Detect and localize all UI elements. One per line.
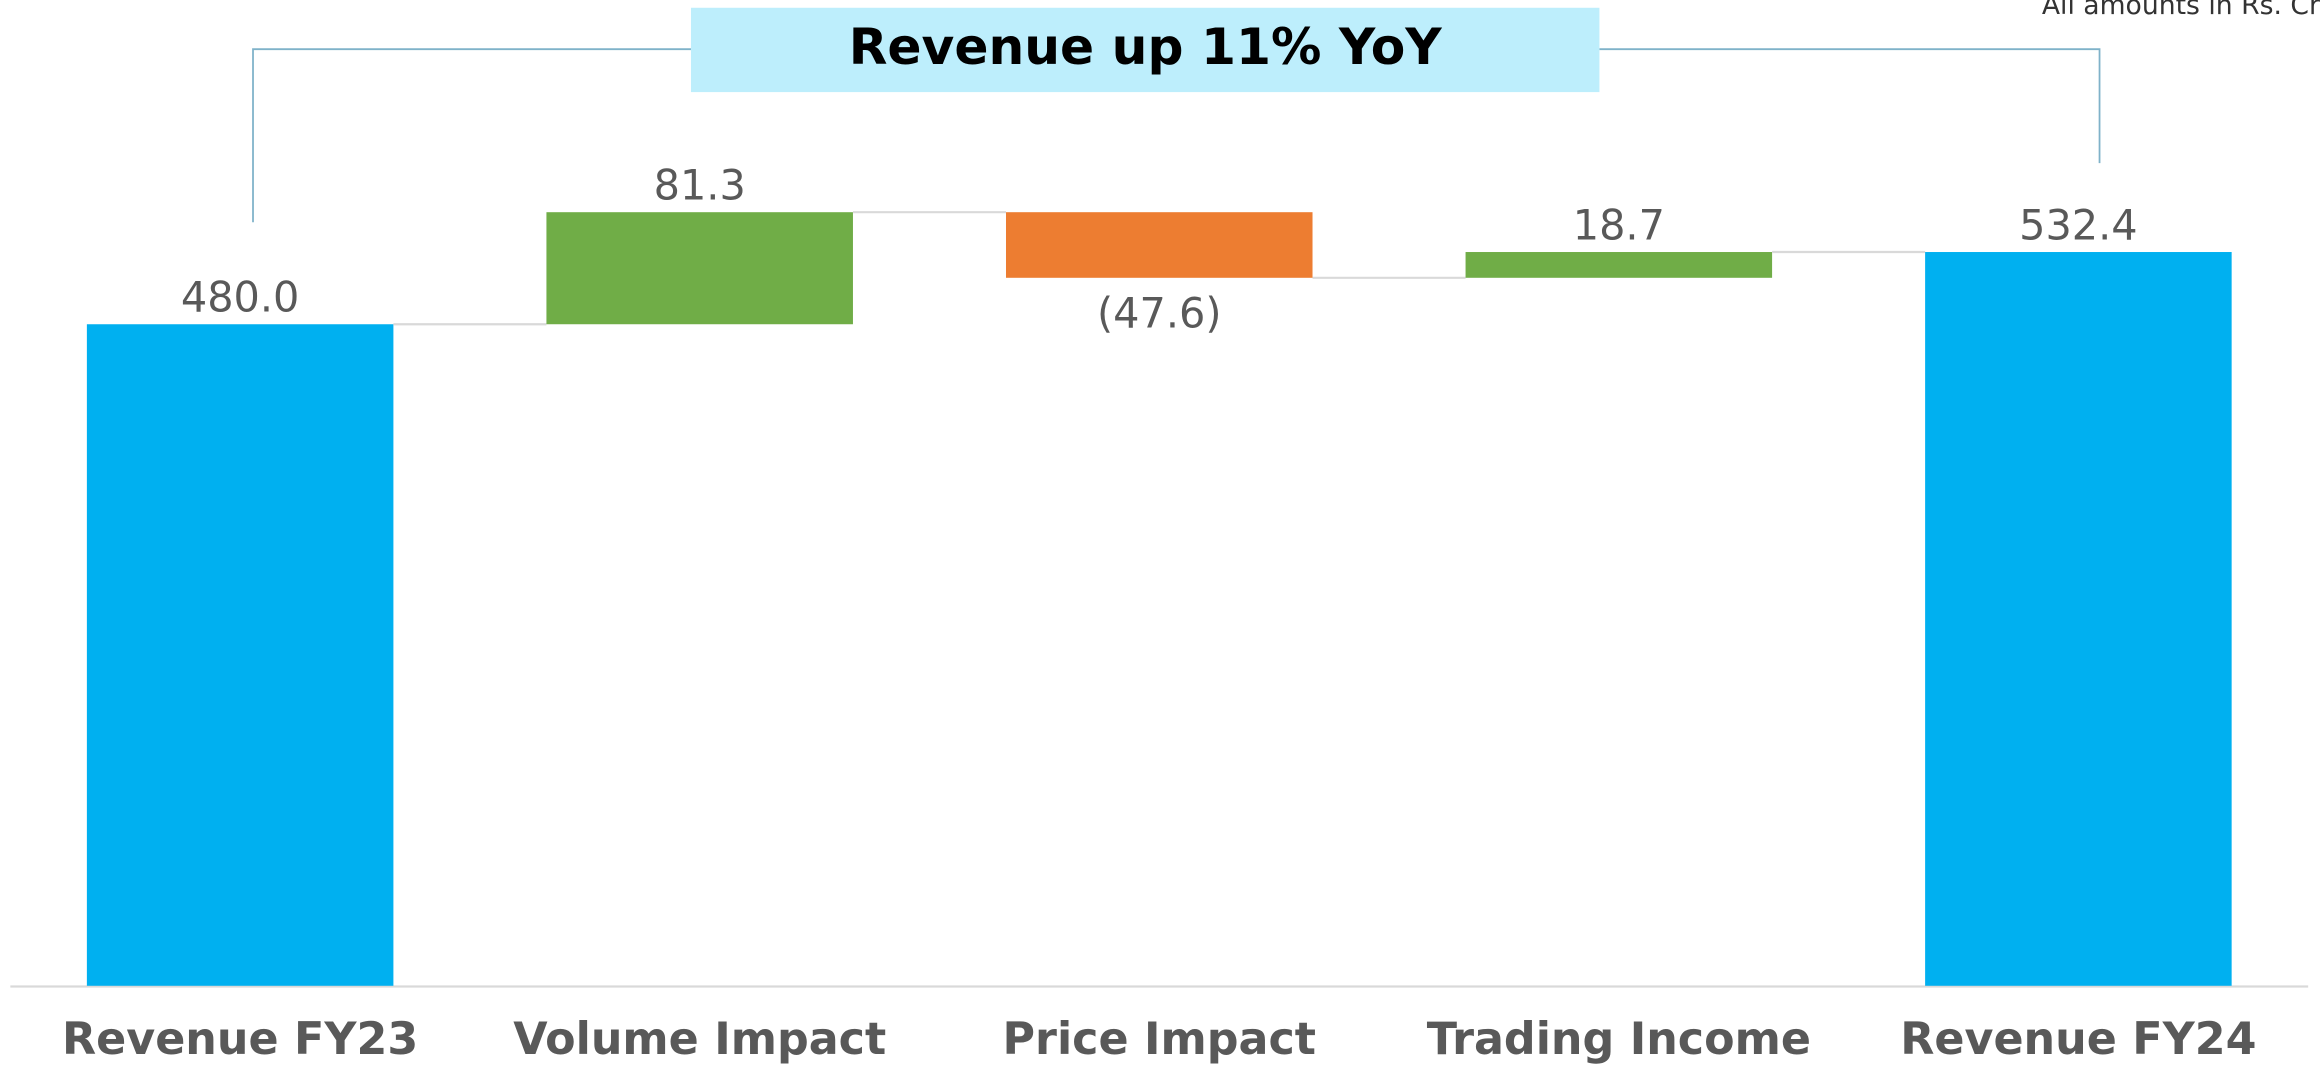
x-tick-label: Price Impact bbox=[1003, 1014, 1316, 1065]
value-label: 81.3 bbox=[654, 162, 746, 210]
value-label: (47.6) bbox=[1097, 289, 1222, 337]
bracket-right bbox=[1599, 48, 2101, 164]
x-tick-label: Trading Income bbox=[1427, 1014, 1811, 1065]
bar bbox=[1465, 252, 1773, 278]
unit-note: All amounts in Rs. Crore bbox=[2042, 0, 2320, 21]
title-box bbox=[690, 7, 1600, 93]
bar bbox=[86, 324, 394, 986]
bar bbox=[1005, 212, 1313, 278]
x-tick-label: Revenue FY24 bbox=[1900, 1014, 2256, 1065]
value-label: 18.7 bbox=[1573, 201, 1665, 249]
x-tick-label: Revenue FY23 bbox=[62, 1014, 418, 1065]
bracket-left bbox=[252, 48, 691, 223]
chart-title: Revenue up 11% YoY bbox=[849, 17, 1443, 76]
value-label: 480.0 bbox=[181, 274, 300, 322]
bar bbox=[546, 212, 853, 325]
value-label: 532.4 bbox=[2019, 201, 2138, 249]
x-tick-label: Volume Impact bbox=[513, 1014, 886, 1065]
bar bbox=[1925, 252, 2232, 986]
